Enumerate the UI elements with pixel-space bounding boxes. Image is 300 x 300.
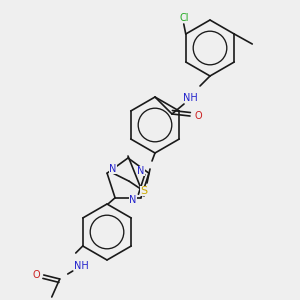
- Text: O: O: [194, 111, 202, 121]
- Text: N: N: [129, 195, 137, 205]
- Text: O: O: [33, 270, 40, 280]
- Text: Cl: Cl: [179, 13, 188, 23]
- Text: NH: NH: [183, 93, 197, 103]
- Text: N: N: [110, 164, 117, 174]
- Text: NH: NH: [74, 261, 89, 271]
- Text: S: S: [140, 186, 148, 196]
- Text: N: N: [137, 166, 145, 176]
